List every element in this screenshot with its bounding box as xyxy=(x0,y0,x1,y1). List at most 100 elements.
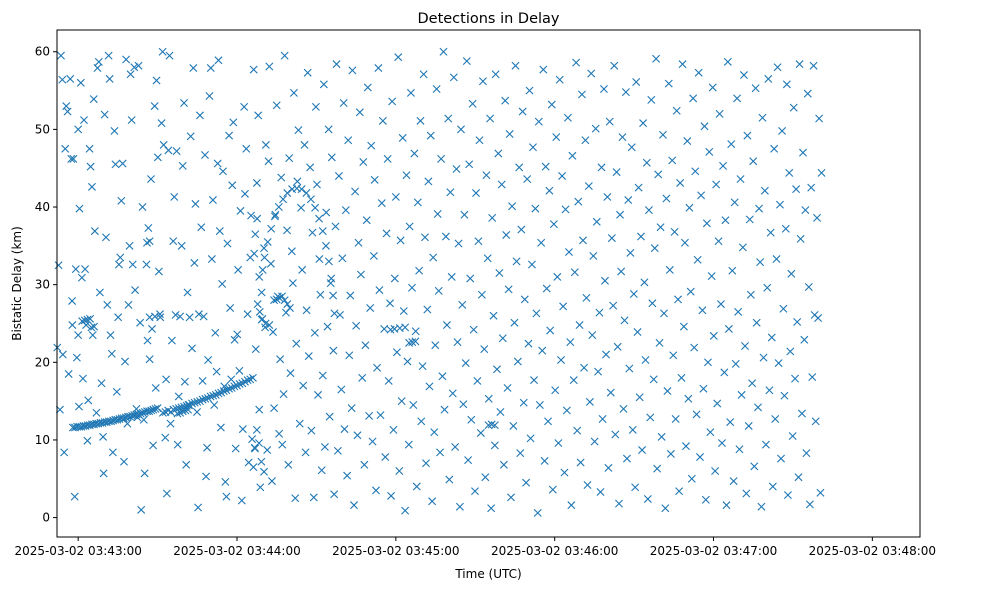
data-point xyxy=(84,396,93,405)
data-point xyxy=(194,503,203,512)
data-point xyxy=(181,406,190,415)
data-point xyxy=(734,307,743,316)
data-point xyxy=(763,283,772,292)
data-point xyxy=(339,98,348,107)
data-point xyxy=(526,434,535,443)
data-point xyxy=(525,86,534,95)
data-point xyxy=(76,78,85,87)
data-point xyxy=(502,230,511,239)
data-point xyxy=(388,97,397,106)
data-point xyxy=(625,364,634,373)
data-point xyxy=(814,314,823,323)
data-point xyxy=(143,336,152,345)
data-point xyxy=(255,272,264,281)
data-point xyxy=(791,374,800,383)
data-point xyxy=(158,408,167,417)
data-point xyxy=(545,186,554,195)
data-point xyxy=(815,114,824,123)
data-point xyxy=(324,125,333,134)
data-point xyxy=(180,377,189,386)
data-point xyxy=(337,385,346,394)
data-point xyxy=(359,158,368,166)
data-point xyxy=(253,300,262,309)
data-point xyxy=(72,353,81,362)
data-point xyxy=(677,373,686,382)
data-point xyxy=(439,47,448,56)
data-point xyxy=(274,203,283,212)
data-point xyxy=(472,189,481,198)
data-point xyxy=(208,196,217,205)
data-point xyxy=(539,65,548,74)
data-point xyxy=(446,188,455,197)
data-point xyxy=(640,278,649,287)
data-point xyxy=(176,312,185,321)
data-point xyxy=(692,410,701,419)
data-point xyxy=(547,100,556,109)
data-point xyxy=(445,475,454,484)
data-point xyxy=(243,310,252,319)
data-point xyxy=(271,210,280,219)
data-point xyxy=(598,414,607,423)
data-point xyxy=(808,373,817,382)
data-point xyxy=(285,154,294,163)
data-point xyxy=(610,61,619,70)
data-point xyxy=(599,85,608,93)
data-point xyxy=(370,175,379,184)
data-point xyxy=(441,232,450,241)
data-point xyxy=(372,486,380,495)
data-point xyxy=(103,300,112,309)
data-point xyxy=(304,352,313,361)
data-point xyxy=(152,76,161,85)
data-point xyxy=(613,342,622,351)
data-point xyxy=(661,504,670,513)
data-point xyxy=(309,493,318,502)
data-point xyxy=(401,506,410,515)
data-point xyxy=(330,490,339,499)
data-point xyxy=(242,144,251,153)
data-point xyxy=(332,60,341,69)
data-point xyxy=(104,51,113,60)
data-point xyxy=(253,214,262,223)
data-point xyxy=(154,267,163,276)
data-point xyxy=(247,211,256,220)
data-point xyxy=(735,445,744,454)
data-point xyxy=(283,226,292,235)
data-point xyxy=(402,171,411,180)
data-point xyxy=(356,270,365,279)
data-point xyxy=(581,136,590,145)
data-point xyxy=(165,51,174,60)
data-point xyxy=(428,497,437,506)
data-point xyxy=(570,268,579,277)
data-point xyxy=(121,357,130,366)
data-point xyxy=(566,338,575,347)
data-point xyxy=(254,439,263,448)
data-point xyxy=(258,314,267,323)
data-point xyxy=(549,220,558,229)
data-point xyxy=(813,213,822,222)
data-point xyxy=(228,181,237,190)
data-point xyxy=(714,237,723,246)
data-point xyxy=(653,464,662,473)
data-point xyxy=(448,389,457,398)
data-point xyxy=(263,446,272,455)
data-point xyxy=(112,387,121,396)
x-axis: 2025-03-02 03:43:00 2025-03-02 03:44:00 20… xyxy=(14,537,936,558)
data-point xyxy=(475,136,484,145)
data-point xyxy=(293,177,302,186)
data-point xyxy=(164,146,173,155)
data-point xyxy=(557,355,566,364)
data-point xyxy=(399,307,408,316)
data-point xyxy=(83,315,92,324)
data-point xyxy=(764,74,773,83)
data-point xyxy=(466,274,475,283)
data-point xyxy=(542,284,551,293)
data-point xyxy=(352,321,361,330)
data-point xyxy=(411,337,420,346)
data-point xyxy=(130,63,139,72)
data-point xyxy=(186,132,195,141)
data-point xyxy=(256,483,265,492)
data-point xyxy=(777,454,786,463)
data-point xyxy=(788,432,797,441)
data-point xyxy=(687,474,696,483)
data-point xyxy=(185,313,194,322)
